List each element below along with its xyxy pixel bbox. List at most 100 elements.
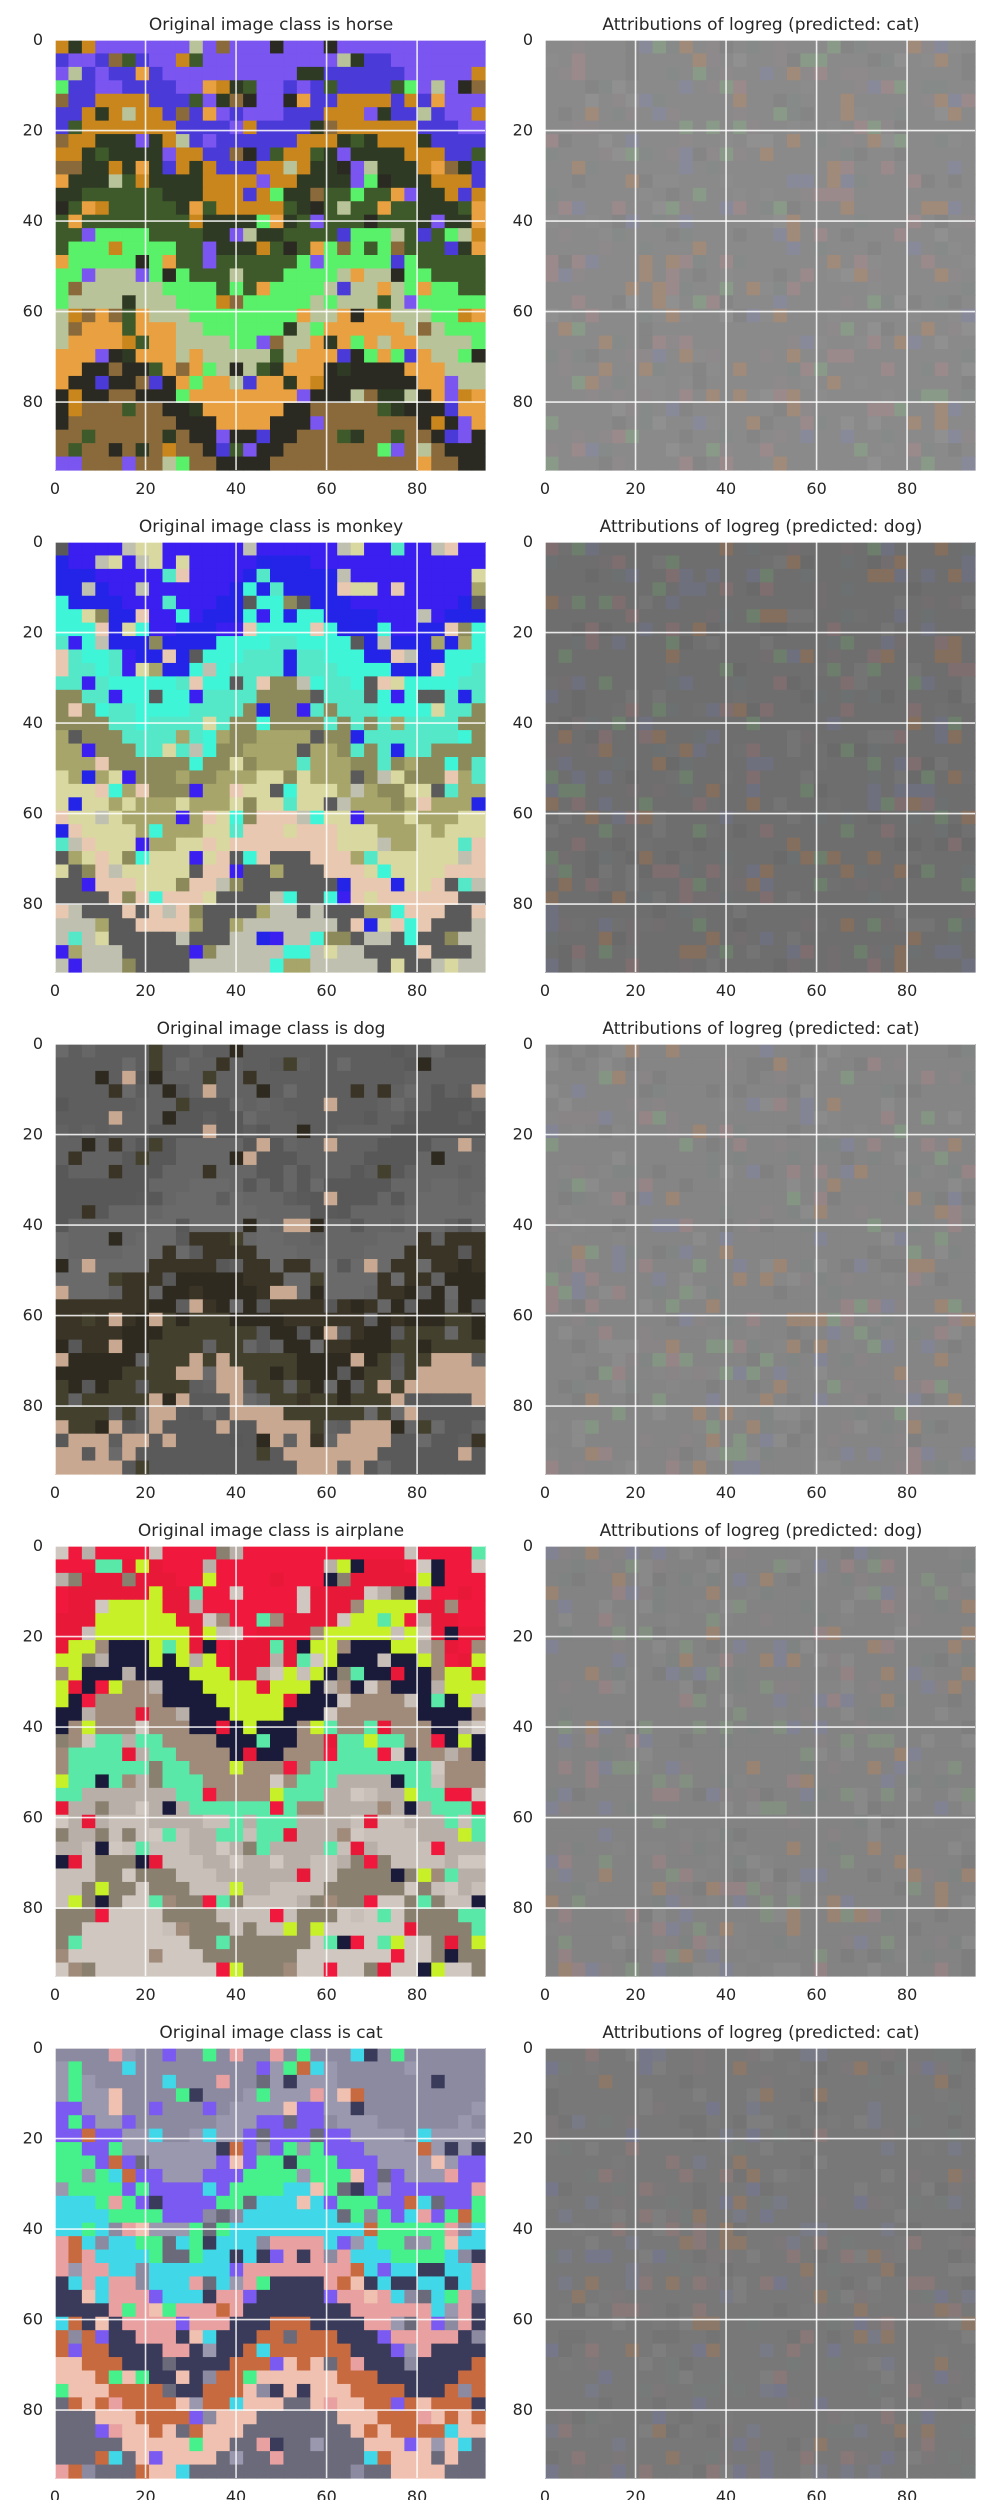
image-pixel	[149, 676, 163, 690]
image-pixel	[136, 188, 150, 202]
image-pixel	[693, 824, 707, 838]
image-pixel	[881, 134, 895, 148]
image-pixel	[431, 1125, 445, 1139]
image-pixel	[109, 94, 123, 108]
image-pixel	[431, 322, 445, 336]
image-pixel	[418, 1299, 432, 1313]
image-pixel	[653, 676, 667, 690]
image-pixel	[908, 174, 922, 188]
image-pixel	[733, 824, 747, 838]
image-pixel	[472, 174, 486, 188]
image-pixel	[679, 851, 693, 865]
image-pixel	[458, 945, 472, 959]
image-pixel	[572, 596, 586, 610]
image-pixel	[908, 80, 922, 94]
image-pixel	[391, 1340, 405, 1354]
image-pixel	[854, 744, 868, 758]
image-pixel	[337, 596, 351, 610]
image-pixel	[378, 188, 392, 202]
image-pixel	[827, 430, 841, 444]
image-pixel	[948, 336, 962, 350]
image-pixel	[639, 744, 653, 758]
image-pixel	[364, 1232, 378, 1246]
image-pixel	[351, 228, 365, 242]
image-pixel	[163, 416, 177, 430]
image-pixel	[693, 322, 707, 336]
image-pixel	[109, 945, 123, 959]
image-pixel	[243, 1259, 257, 1273]
image-pixel	[747, 703, 761, 717]
image-pixel	[585, 268, 599, 282]
image-pixel	[706, 676, 720, 690]
image-pixel	[921, 851, 935, 865]
image-pixel	[257, 851, 271, 865]
image-pixel	[216, 1286, 230, 1300]
image-pixel	[310, 443, 324, 457]
image-pixel	[418, 1057, 432, 1071]
image-pixel	[176, 322, 190, 336]
image-pixel	[693, 784, 707, 798]
image-pixel	[706, 636, 720, 650]
image-pixel	[935, 443, 949, 457]
image-pixel	[458, 905, 472, 919]
image-pixel	[176, 770, 190, 784]
image-pixel	[176, 457, 190, 471]
image-pixel	[391, 609, 405, 623]
image-pixel	[95, 838, 109, 852]
image-pixel	[418, 295, 432, 309]
image-pixel	[747, 443, 761, 457]
image-pixel	[310, 838, 324, 852]
image-pixel	[612, 201, 626, 215]
image-pixel	[881, 596, 895, 610]
image-pixel	[881, 295, 895, 309]
image-pixel	[378, 67, 392, 81]
image-pixel	[136, 1098, 150, 1112]
image-pixel	[585, 730, 599, 744]
image-pixel	[458, 188, 472, 202]
image-pixel	[297, 1071, 311, 1085]
image-pixel	[391, 851, 405, 865]
image-pixel	[310, 663, 324, 677]
image-pixel	[800, 174, 814, 188]
image-pixel	[935, 80, 949, 94]
image-pixel	[962, 690, 976, 704]
image-pixel	[773, 201, 787, 215]
image-pixel	[854, 757, 868, 771]
image-pixel	[122, 1098, 136, 1112]
image-pixel	[337, 363, 351, 377]
image-pixel	[95, 636, 109, 650]
image-pixel	[962, 161, 976, 175]
image-pixel	[310, 255, 324, 269]
image-pixel	[679, 201, 693, 215]
image-pixel	[760, 295, 774, 309]
image-pixel	[585, 349, 599, 363]
image-pixel	[653, 865, 667, 879]
image-pixel	[572, 609, 586, 623]
image-pixel	[136, 67, 150, 81]
image-pixel	[297, 1299, 311, 1313]
image-pixel	[948, 255, 962, 269]
image-pixel	[82, 349, 96, 363]
image-pixel	[693, 797, 707, 811]
image-pixel	[733, 609, 747, 623]
image-pixel	[189, 107, 203, 121]
image-pixel	[189, 67, 203, 81]
image-pixel	[391, 797, 405, 811]
image-pixel	[216, 295, 230, 309]
image-pixel	[364, 623, 378, 637]
image-pixel	[418, 430, 432, 444]
image-pixel	[55, 596, 69, 610]
image-pixel	[270, 403, 284, 417]
image-pixel	[827, 188, 841, 202]
image-pixel	[787, 851, 801, 865]
image-pixel	[136, 1178, 150, 1192]
image-pixel	[827, 730, 841, 744]
image-pixel	[472, 1111, 486, 1125]
image-pixel	[337, 121, 351, 135]
image-pixel	[257, 1084, 271, 1098]
image-pixel	[693, 663, 707, 677]
image-pixel	[612, 623, 626, 637]
image-pixel	[216, 1353, 230, 1367]
image-pixel	[558, 770, 572, 784]
image-pixel	[773, 40, 787, 54]
